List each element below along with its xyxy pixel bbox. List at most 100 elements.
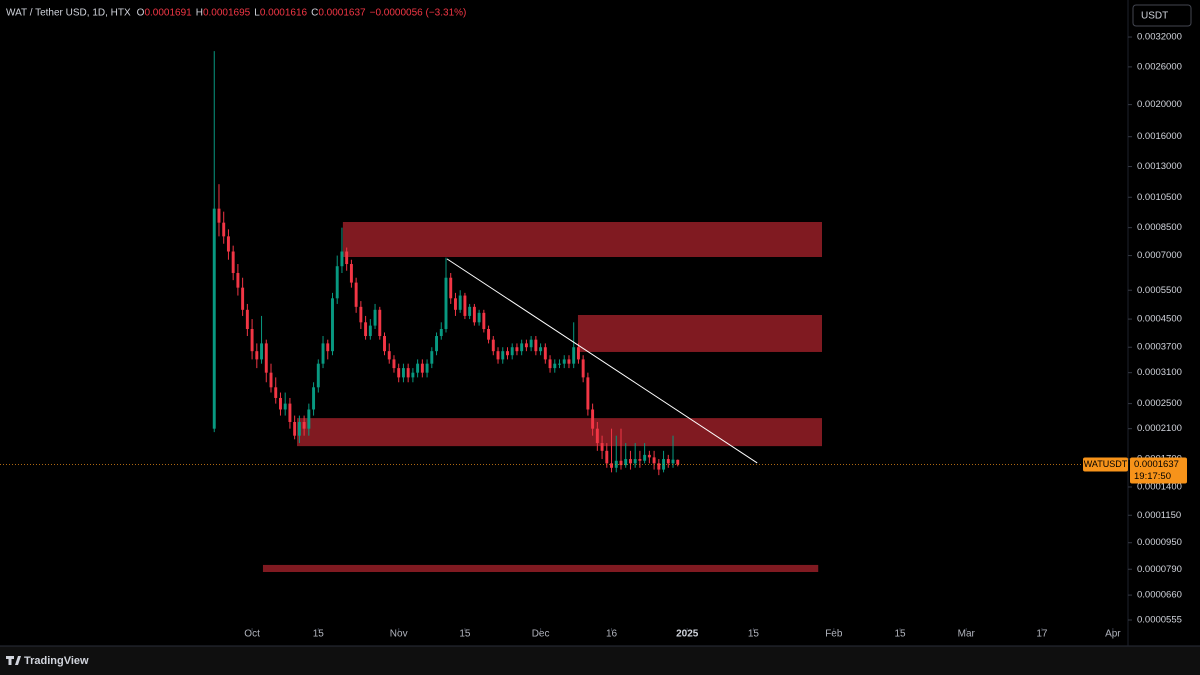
candle-body — [534, 339, 538, 352]
ohlc-value: 0.0001616 — [260, 8, 308, 19]
candle-body — [236, 273, 240, 288]
candle-body — [293, 421, 297, 436]
candle-body — [496, 351, 500, 360]
candle-body — [676, 459, 680, 465]
candle-body — [610, 463, 613, 468]
candle-body — [430, 351, 434, 364]
candle-body — [420, 363, 424, 373]
candle-body — [321, 343, 325, 364]
ohlc-label: L — [254, 8, 260, 19]
x-tick-label: 15 — [313, 629, 325, 640]
y-tick-label: 0.0007000 — [1137, 250, 1182, 261]
candle-body — [600, 443, 604, 451]
candle-body — [458, 295, 462, 310]
trend-line — [446, 258, 758, 464]
candle-body — [548, 359, 552, 369]
y-tick-label: 0.0020000 — [1137, 99, 1182, 110]
y-tick-label: 0.0000950 — [1137, 537, 1182, 548]
candle-body — [628, 459, 632, 464]
candle-body — [340, 251, 344, 267]
candle-body — [652, 457, 656, 464]
candle-body — [212, 208, 216, 429]
candle-body — [638, 459, 642, 461]
x-tick-label: 2025 — [676, 629, 699, 640]
candle-body — [297, 421, 301, 436]
candle-body — [302, 421, 306, 429]
x-tick-label: Dec — [532, 629, 550, 640]
y-tick-label: 0.0000660 — [1137, 590, 1182, 601]
price-tag-countdown: 19:17:50 — [1134, 471, 1171, 482]
candle-body — [278, 397, 282, 410]
candle-body — [477, 312, 481, 323]
y-tick-label: 0.0001150 — [1137, 510, 1181, 521]
candle-body — [453, 298, 457, 310]
candle-body — [288, 403, 292, 422]
candle-body — [444, 277, 448, 330]
candle-body — [226, 236, 230, 252]
candle-body — [354, 282, 358, 307]
brand-icon — [6, 656, 21, 665]
candle-body — [529, 339, 533, 348]
y-tick-label: 0.0004500 — [1137, 314, 1182, 325]
x-tick-label: 15 — [748, 629, 760, 640]
candle-body — [595, 428, 599, 444]
y-tick-label: 0.0013000 — [1137, 161, 1182, 172]
candle-body — [255, 351, 259, 360]
ohlc-label: H — [196, 8, 203, 19]
candle-body — [482, 312, 486, 330]
candle-body — [349, 264, 353, 283]
candle-body — [411, 372, 415, 378]
x-tick-label: Feb — [825, 629, 843, 640]
candle-body — [520, 343, 524, 352]
brand-name: TradingView — [24, 655, 89, 667]
candle-body — [401, 368, 405, 378]
candle-body — [657, 463, 661, 470]
candle-body — [463, 295, 467, 316]
y-tick-label: 0.0016000 — [1137, 131, 1182, 142]
candle-body — [581, 359, 585, 378]
candle-body — [506, 351, 509, 356]
candle-body — [633, 459, 637, 464]
price-tag — [1130, 457, 1187, 484]
candle-body — [643, 454, 647, 461]
candle-body — [245, 309, 249, 330]
candle-body — [312, 387, 316, 410]
symbol-tag — [1083, 457, 1128, 472]
x-tick-label: Mar — [958, 629, 976, 640]
candle-body — [392, 359, 396, 369]
candle-body — [671, 459, 675, 464]
candle-body — [614, 460, 618, 468]
currency-button-label[interactable]: USDT — [1141, 11, 1168, 22]
candle-body — [250, 329, 254, 352]
candle-body — [591, 409, 595, 429]
candle-body — [666, 459, 670, 464]
candle-body — [472, 306, 476, 323]
candle-body — [416, 363, 420, 373]
price-tag-value: 0.0001637 — [1134, 459, 1179, 470]
currency-button[interactable] — [1132, 4, 1192, 27]
candle-body — [331, 298, 334, 352]
header: WAT / Tether USD, 1D, HTX O 0.0001691 H 0.0… — [6, 8, 466, 19]
candle-body — [231, 251, 235, 274]
candle-body — [449, 277, 453, 299]
candle-body — [567, 359, 571, 364]
zone — [262, 564, 819, 573]
candle-body — [345, 251, 349, 265]
x-tick-label: 15 — [894, 629, 906, 640]
candle-body — [378, 309, 382, 337]
x-tick-label: Oct — [244, 629, 260, 640]
brand-logo: TradingView — [6, 655, 89, 667]
y-tick-label: 0.0003700 — [1137, 342, 1182, 353]
change-value: −0.0000056 (−3.31%) — [370, 8, 467, 19]
zone — [297, 418, 822, 447]
y-tick-label: 0.0005500 — [1137, 285, 1182, 296]
candle-body — [425, 363, 429, 373]
candle-body — [576, 347, 580, 360]
candle-body — [439, 329, 443, 337]
candle-body — [468, 306, 472, 316]
candle-body — [260, 343, 264, 360]
y-tick-label: 0.0002500 — [1137, 398, 1182, 409]
candle-body — [383, 336, 386, 352]
y-tick-label: 0.0026000 — [1137, 61, 1182, 72]
